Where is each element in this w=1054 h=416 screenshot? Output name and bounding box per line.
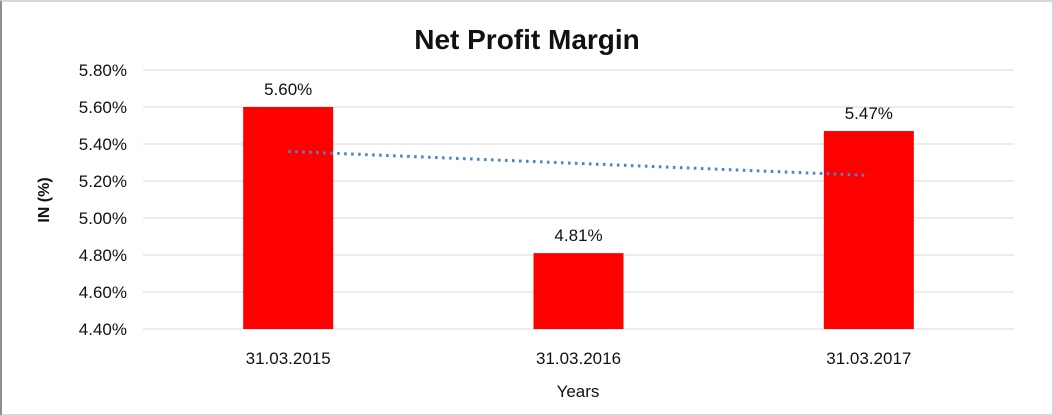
y-tick-label: 4.40% — [79, 320, 127, 339]
x-tick-label: 31.03.2017 — [826, 349, 911, 368]
trendline — [288, 149, 869, 177]
y-tick-label: 5.80% — [79, 61, 127, 80]
x-axis-title: Years — [556, 382, 600, 401]
data-label: 5.47% — [845, 104, 893, 123]
x-tick-label: 31.03.2015 — [246, 349, 331, 368]
y-tick-label: 5.00% — [79, 209, 127, 228]
chart-title: Net Profit Margin — [414, 24, 640, 55]
y-tick-label: 4.60% — [79, 283, 127, 302]
bar-31.03.2015 — [243, 107, 334, 329]
y-tick-label: 5.40% — [79, 135, 127, 154]
y-tick-label: 5.20% — [79, 172, 127, 191]
y-tick-label: 4.80% — [79, 246, 127, 265]
bar-31.03.2017 — [823, 131, 914, 329]
y-tick-label: 5.60% — [79, 98, 127, 117]
data-label: 4.81% — [554, 226, 602, 245]
data-label: 5.60% — [264, 80, 312, 99]
x-tick-label: 31.03.2016 — [536, 349, 621, 368]
bar-31.03.2016 — [533, 253, 624, 329]
